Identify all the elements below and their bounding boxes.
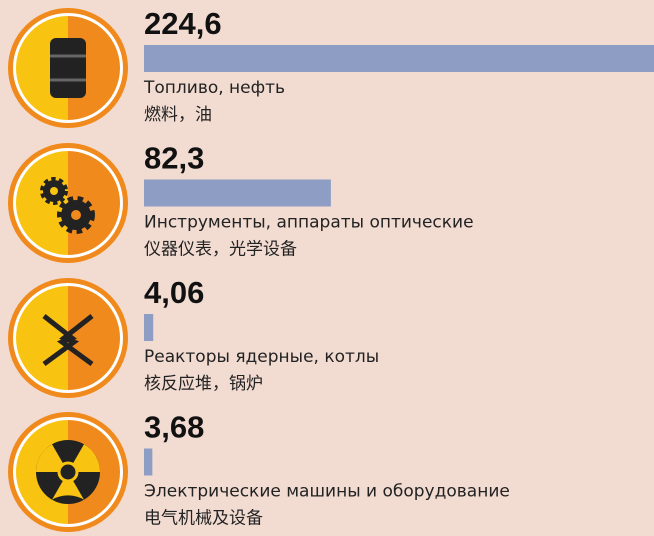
category-label-zh: 仪器仪表，光学设备	[144, 240, 297, 260]
value-label: 4,06	[144, 275, 204, 310]
bar	[144, 448, 153, 476]
icon-barrel	[8, 8, 128, 128]
bar	[144, 179, 331, 207]
category-label-zh: 电气机械及设备	[144, 509, 263, 529]
bar	[144, 314, 154, 341]
category-label-zh: 燃料，油	[144, 105, 212, 125]
value-label: 82,3	[144, 141, 204, 176]
category-label: Электрические машины и оборудование	[144, 482, 510, 502]
category-label: Инструменты, аппараты оптические	[144, 213, 474, 233]
bar	[144, 45, 654, 72]
value-label: 224,6	[144, 6, 222, 41]
category-label: Реакторы ядерные, котлы	[144, 347, 379, 367]
category-label: Топливо, нефть	[143, 78, 285, 98]
value-label: 3,68	[144, 410, 204, 445]
icon-radiation	[8, 412, 128, 532]
icon-reactor	[8, 278, 128, 398]
category-label-zh: 核反应堆，锅炉	[144, 374, 263, 394]
icon-gears	[8, 143, 128, 263]
